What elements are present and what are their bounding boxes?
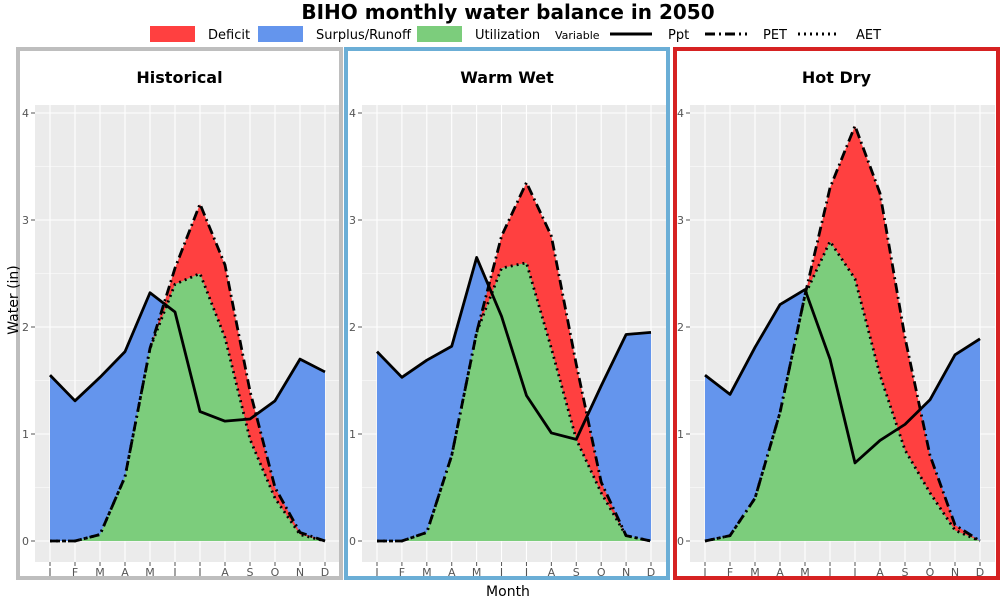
y-tick-label: 0 bbox=[349, 535, 356, 548]
panel-title: Hot Dry bbox=[802, 68, 872, 87]
panel-warm-wet: 0 1 2 3 4 J F M A M J J A S O N D Warm Wet bbox=[344, 47, 670, 580]
x-tick-label: M bbox=[472, 566, 482, 579]
x-tick-label: F bbox=[727, 566, 733, 579]
y-tick-label: 0 bbox=[677, 535, 684, 548]
x-tick-label: D bbox=[321, 566, 329, 579]
ppt-line bbox=[375, 256, 652, 441]
y-tick-label: 2 bbox=[349, 321, 356, 334]
legend-item-utilization: Utilization bbox=[417, 26, 540, 43]
x-tick-label: M bbox=[145, 566, 155, 579]
y-tick-label: 3 bbox=[22, 214, 29, 227]
legend-label: AET bbox=[856, 28, 881, 43]
pet-line bbox=[704, 121, 981, 543]
x-tick-label: S bbox=[902, 566, 909, 579]
panel-border bbox=[16, 47, 343, 580]
x-tick-label: M bbox=[800, 566, 810, 579]
x-tick-label: J bbox=[374, 566, 378, 579]
y-tick-label: 4 bbox=[349, 107, 356, 120]
legend-swatch bbox=[258, 26, 303, 42]
x-tick-label: A bbox=[448, 566, 456, 579]
x-tick-label: D bbox=[976, 566, 984, 579]
legend-label: PET bbox=[763, 28, 787, 43]
legend-variable-title: Variable bbox=[555, 29, 600, 42]
x-tick-label: J bbox=[197, 566, 201, 579]
legend-item-surplus-runoff: Surplus/Runoff bbox=[258, 26, 412, 43]
panel-hot-dry: 0 1 2 3 4 J F M A M J J A S O N D Hot Dry bbox=[673, 47, 1000, 580]
y-tick-label: 1 bbox=[22, 428, 29, 441]
x-tick-label: J bbox=[827, 566, 831, 579]
x-tick-label: A bbox=[121, 566, 129, 579]
x-tick-label: D bbox=[647, 566, 655, 579]
deficit-area bbox=[705, 125, 980, 541]
legend-item-ppt: Ppt bbox=[610, 28, 689, 43]
x-tick-label: O bbox=[271, 566, 280, 579]
y-tick-label: 2 bbox=[677, 321, 684, 334]
x-tick-label: F bbox=[399, 566, 405, 579]
x-tick-label: N bbox=[622, 566, 630, 579]
panel-title: Warm Wet bbox=[460, 68, 554, 87]
ppt-line bbox=[704, 288, 981, 465]
x-tick-label: S bbox=[573, 566, 580, 579]
x-tick-label: J bbox=[852, 566, 856, 579]
x-tick-label: A bbox=[876, 566, 884, 579]
x-tick-label: A bbox=[776, 566, 784, 579]
x-tick-label: M bbox=[95, 566, 105, 579]
y-tick-label: 1 bbox=[349, 428, 356, 441]
panel-border bbox=[673, 47, 1000, 580]
legend-swatch bbox=[150, 26, 195, 42]
pet-line bbox=[377, 179, 652, 543]
y-tick-label: 2 bbox=[22, 321, 29, 334]
panel-historical: 0 1 2 3 4 J F M A M J J A S O N D Historical bbox=[16, 47, 343, 580]
x-tick-label: A bbox=[221, 566, 229, 579]
x-tick-label: S bbox=[247, 566, 254, 579]
x-tick-label: A bbox=[548, 566, 556, 579]
legend-item-aet: AET bbox=[798, 28, 881, 43]
y-tick-label: 4 bbox=[22, 107, 29, 120]
legend-label: Ppt bbox=[668, 28, 689, 43]
x-tick-label: J bbox=[47, 566, 51, 579]
x-tick-label: M bbox=[750, 566, 760, 579]
legend-swatch bbox=[417, 26, 462, 42]
utilization-area bbox=[705, 241, 980, 541]
x-tick-label: M bbox=[422, 566, 432, 579]
x-tick-label: J bbox=[172, 566, 176, 579]
legend-label: Deficit bbox=[208, 28, 250, 43]
legend-label: Utilization bbox=[475, 28, 540, 43]
x-tick-label: J bbox=[702, 566, 706, 579]
x-axis-label: Month bbox=[486, 584, 530, 600]
panel-border bbox=[344, 47, 670, 580]
legend-label: Surplus/Runoff bbox=[316, 28, 412, 43]
x-tick-label: J bbox=[524, 566, 528, 579]
x-tick-label: N bbox=[951, 566, 959, 579]
panel-title: Historical bbox=[136, 68, 222, 87]
x-tick-label: F bbox=[72, 566, 78, 579]
pet-line bbox=[50, 200, 326, 543]
y-tick-label: 1 bbox=[677, 428, 684, 441]
chart-title: BIHO monthly water balance in 2050 bbox=[301, 0, 714, 24]
x-tick-label: N bbox=[296, 566, 304, 579]
legend-item-pet: PET bbox=[705, 28, 787, 43]
x-tick-label: O bbox=[597, 566, 606, 579]
y-tick-label: 0 bbox=[22, 535, 29, 548]
x-tick-label: O bbox=[926, 566, 935, 579]
deficit-area bbox=[377, 182, 651, 542]
utilization-area bbox=[50, 273, 325, 541]
x-tick-label: J bbox=[499, 566, 503, 579]
utilization-area bbox=[377, 262, 651, 541]
y-tick-label: 3 bbox=[677, 214, 684, 227]
legend: Deficit Surplus/Runoff Utilization Variable… bbox=[150, 26, 881, 43]
legend-item-deficit: Deficit bbox=[150, 26, 250, 43]
y-tick-label: 4 bbox=[677, 107, 684, 120]
ppt-line bbox=[48, 291, 326, 423]
aet-line bbox=[704, 238, 981, 543]
y-tick-label: 3 bbox=[349, 214, 356, 227]
panels: 0 1 2 3 4 J F M A M J J A S O N D Historical 0 1 2 3 4 J F M A M J J A… bbox=[16, 47, 1000, 580]
deficit-area bbox=[50, 203, 325, 541]
y-axis-label: Water (in) bbox=[6, 265, 22, 335]
